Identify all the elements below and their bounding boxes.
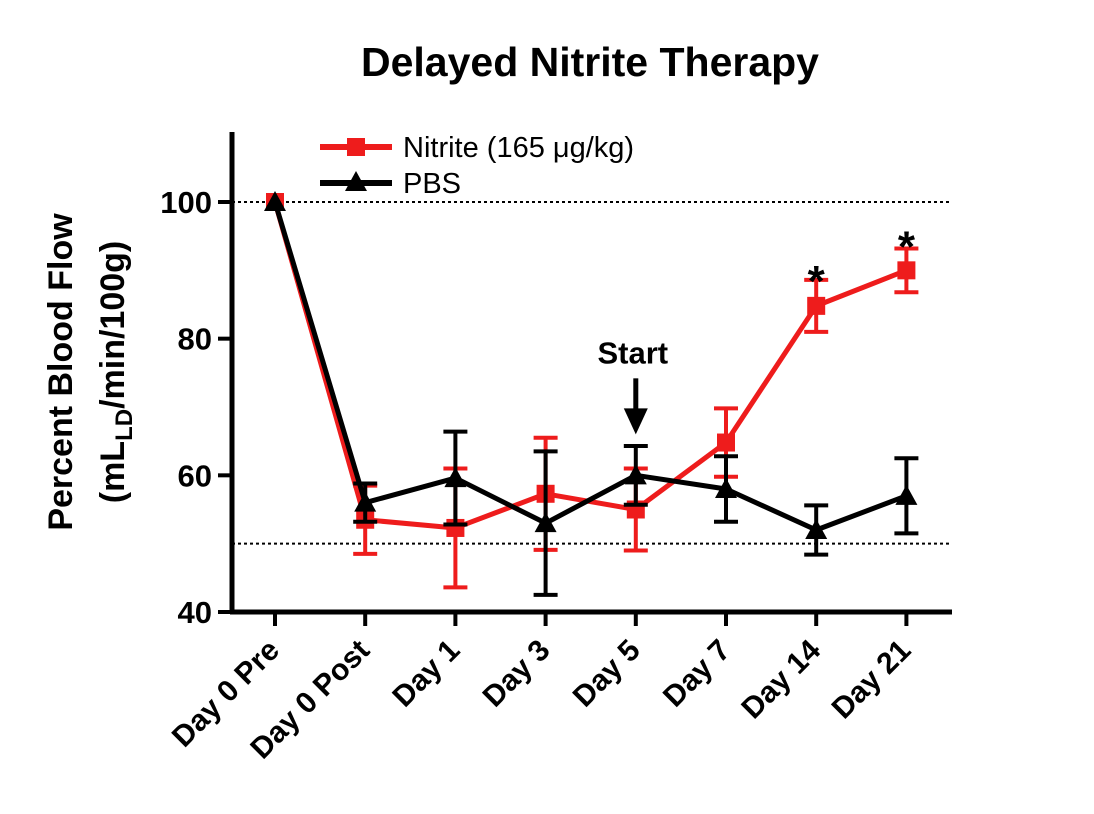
x-tick-label: Day 3 [477, 634, 557, 714]
y-axis-unit-suffix: /min/100g) [94, 241, 132, 409]
data-point-triangle [354, 491, 377, 512]
data-point-triangle [895, 484, 918, 505]
data-point-triangle [444, 467, 467, 488]
y-axis-title-line2: (mLLD/min/100g) [94, 241, 138, 504]
annotations: Start * * [597, 223, 916, 435]
y-tick-label: 80 [178, 322, 212, 357]
y-axis-unit-subscript: LD [111, 409, 138, 441]
data-point-triangle [715, 478, 737, 498]
x-tick-label: Day 5 [567, 634, 647, 714]
series-line [272, 201, 908, 533]
x-tick-label: Day 21 [826, 634, 918, 726]
data-point-triangle [264, 191, 286, 211]
data-point-square [717, 433, 735, 452]
legend-marker-square [347, 138, 365, 156]
series-line [272, 201, 908, 531]
legend-label: Nitrite (165 μg/kg) [403, 132, 634, 164]
legend: Nitrite (165 μg/kg) PBS [320, 132, 634, 200]
y-axis-title-line1: Percent Blood Flow [42, 213, 80, 531]
data-point-triangle [624, 464, 647, 485]
chart-title: Delayed Nitrite Therapy [361, 39, 819, 85]
y-tick-label: 40 [178, 595, 212, 630]
y-axis-title: Percent Blood Flow (mLLD/min/100g) [42, 213, 138, 531]
y-axis-unit-prefix: (mL [94, 441, 132, 503]
data-point-square [897, 261, 916, 280]
start-arrow-head [623, 408, 648, 435]
series-pbs [264, 191, 919, 597]
x-tick-label: Day 14 [735, 633, 827, 725]
reference-lines [232, 201, 952, 545]
data-point-triangle [534, 512, 557, 533]
y-tick-label: 60 [178, 458, 212, 493]
data-point-triangle [805, 519, 828, 539]
x-tick-label: Day 1 [386, 634, 466, 714]
x-tick-label: Day 7 [657, 634, 737, 714]
axes [229, 132, 952, 615]
series-layer [264, 191, 919, 597]
data-point-square [807, 296, 826, 315]
legend-marker-triangle [345, 171, 367, 191]
legend-label: PBS [403, 168, 461, 200]
significance-marker: * [808, 257, 826, 306]
y-tick-label: 100 [160, 185, 212, 220]
significance-marker: * [898, 223, 916, 272]
y-ticks: 40 60 80 100 [160, 185, 232, 630]
start-label: Start [597, 335, 668, 370]
